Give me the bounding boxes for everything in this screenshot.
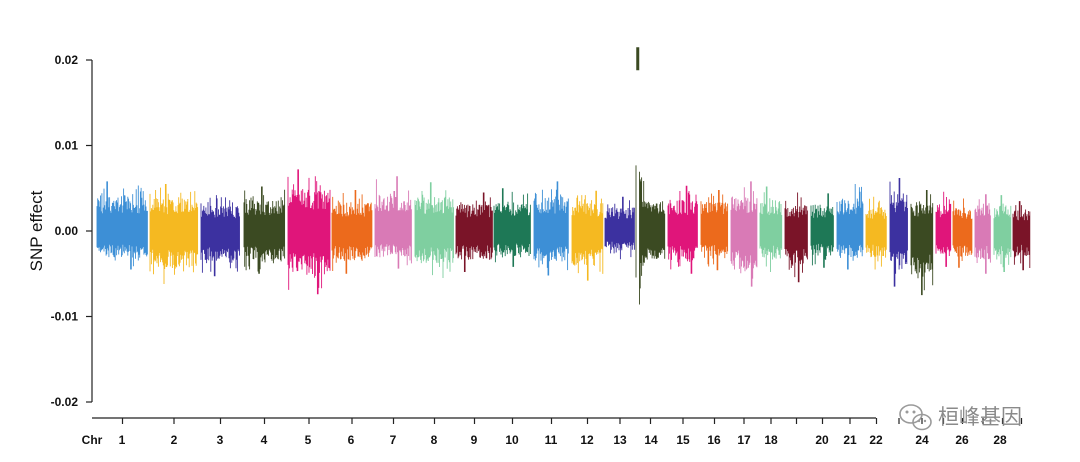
- chromosome-21-bars: [836, 184, 864, 270]
- x-tick-label-chr-1: 1: [119, 433, 126, 447]
- chromosome-15-bars: [667, 185, 698, 274]
- chromosome-3-bars: [200, 195, 240, 277]
- x-tick-label-chr-3: 3: [217, 433, 224, 447]
- x-tick-label-chr-7: 7: [390, 433, 397, 447]
- chromosome-19-effect-bars: [784, 192, 808, 283]
- chromosome-20-effect-bars: [810, 193, 834, 268]
- chromosome-2-bars: [149, 184, 199, 284]
- chromosome-13-effect-bars: [604, 196, 635, 260]
- chromosome-13-bars: [604, 196, 635, 260]
- chromosome-23-effect-bars: [889, 178, 908, 287]
- x-tick-label-chr-6: 6: [348, 433, 355, 447]
- chromosome-17-bars: [730, 181, 758, 287]
- chromosome-10-bars: [493, 188, 531, 267]
- x-tick-label-chr-21: 21: [843, 433, 857, 447]
- chromosome-10-effect-bars: [493, 188, 531, 267]
- chromosome-9-bars: [455, 192, 493, 272]
- chromosome-26-effect-bars: [952, 198, 973, 268]
- chromosome-14-effect-bars: [635, 47, 666, 305]
- chromosome-29-effect-bars: [1012, 201, 1031, 271]
- y-tick-label: -0.01: [51, 310, 79, 324]
- chromosome-5-bars: [287, 169, 331, 295]
- watermark: 桓峰基因: [899, 404, 1022, 431]
- chromosome-7-bars: [374, 176, 412, 269]
- chromosome-6-bars: [331, 190, 373, 274]
- x-tick-label-chr-4: 4: [261, 433, 268, 447]
- x-tick-label-chr-5: 5: [305, 433, 312, 447]
- chromosome-20-bars: [810, 193, 834, 268]
- chromosome-25-effect-bars: [935, 191, 952, 267]
- chromosome-22-bars: [865, 196, 887, 270]
- chromosome-12-bars: [571, 190, 604, 281]
- chromosome-19-bars: [784, 192, 808, 283]
- x-tick-label-chr-13: 13: [613, 433, 627, 447]
- chromosome-27-effect-bars: [974, 194, 991, 274]
- x-tick-label-chr-11: 11: [545, 433, 558, 447]
- chromosome-11-bars: [533, 181, 569, 276]
- chromosome-16-effect-bars: [700, 190, 729, 271]
- chromosome-23-bars: [889, 178, 908, 287]
- x-tick-label-chr-12: 12: [580, 433, 594, 447]
- chromosome-21-effect-bars: [836, 184, 864, 270]
- x-tick-label-chr-28: 28: [993, 433, 1007, 447]
- x-tick-label-chr-2: 2: [171, 433, 178, 447]
- x-tick-label-chr-14: 14: [644, 433, 658, 447]
- x-tick-label-chr-15: 15: [676, 433, 690, 447]
- chromosome-12-effect-bars: [571, 190, 604, 281]
- chromosome-14-bars: [635, 47, 666, 305]
- chromosome-1-bars: [96, 181, 148, 270]
- x-tick-label-chr-16: 16: [707, 433, 721, 447]
- x-tick-label-chr-8: 8: [431, 433, 438, 447]
- chromosome-24-bars: [910, 190, 934, 296]
- chromosome-6-effect-bars: [331, 190, 373, 274]
- chromosome-27-bars: [974, 194, 991, 274]
- y-tick-label: 0.00: [55, 224, 79, 238]
- x-tick-label-chr-24: 24: [915, 433, 929, 447]
- chromosome-2-effect-bars: [149, 184, 199, 284]
- chromosome-4-effect-bars: [243, 186, 286, 274]
- chromosome-3-effect-bars: [200, 195, 240, 277]
- y-tick-label: 0.01: [55, 139, 79, 153]
- chromosome-16-bars: [700, 190, 729, 271]
- x-tick-label-chr-9: 9: [471, 433, 478, 447]
- x-tick-label-chr-17: 17: [737, 433, 751, 447]
- chromosome-25-bars: [935, 191, 952, 267]
- wechat-icon: [899, 404, 932, 431]
- chromosome-17-effect-bars: [730, 181, 758, 287]
- x-tick-label-chr-20: 20: [815, 433, 829, 447]
- x-tick-label-chr-10: 10: [505, 433, 519, 447]
- y-tick-label: -0.02: [51, 395, 79, 409]
- chromosome-5-effect-bars: [287, 169, 331, 295]
- chromosome-24-effect-bars: [910, 190, 934, 296]
- chromosome-4-bars: [243, 186, 286, 274]
- chromosome-9-effect-bars: [455, 192, 493, 272]
- chromosome-1-effect-bars: [96, 181, 148, 270]
- chromosome-7-effect-bars: [374, 176, 412, 269]
- chromosome-8-bars: [414, 182, 454, 278]
- x-tick-label-chr-26: 26: [955, 433, 969, 447]
- snp-bars-layer: [96, 47, 1031, 305]
- x-axis-prefix-label: Chr: [82, 433, 103, 447]
- watermark-text: 桓峰基因: [938, 405, 1022, 429]
- chromosome-28-effect-bars: [993, 195, 1012, 272]
- chromosome-11-effect-bars: [533, 181, 569, 276]
- chromosome-8-effect-bars: [414, 182, 454, 278]
- chromosome-18-effect-bars: [759, 186, 783, 272]
- x-tick-label-chr-18: 18: [764, 433, 778, 447]
- x-tick-label-chr-22: 22: [869, 433, 883, 447]
- chromosome-18-bars: [759, 186, 783, 272]
- chromosome-28-bars: [993, 195, 1012, 272]
- y-axis-title: SNP effect: [27, 190, 46, 271]
- y-axis-ticks: 0.02 0.01 0.00 -0.01 -0.02: [51, 53, 92, 409]
- chromosome-22-effect-bars: [865, 196, 887, 270]
- y-tick-label: 0.02: [55, 53, 79, 67]
- chromosome-15-effect-bars: [667, 185, 698, 274]
- x-axis-ticks: 1 2 3 4 5 6 7 8 9 10 11 12 13 14 15 16 17 18 20 21 22 24 26 28: [119, 418, 1023, 447]
- chromosome-26-bars: [952, 198, 973, 268]
- chromosome-29-bars: [1012, 201, 1031, 271]
